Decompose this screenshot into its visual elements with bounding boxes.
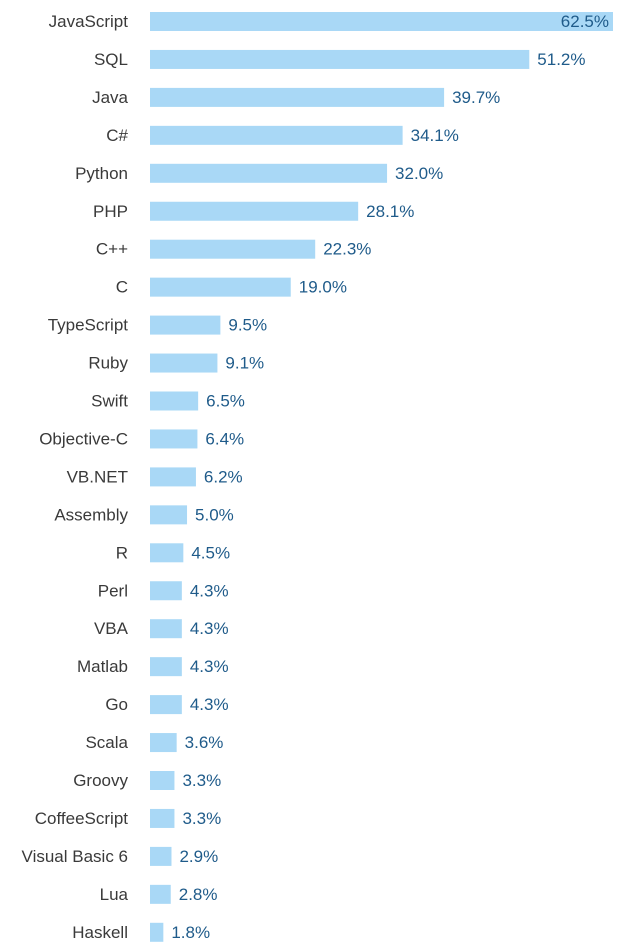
- category-label-haskell: Haskell: [72, 923, 128, 942]
- category-label-coffeescript: CoffeeScript: [35, 809, 129, 828]
- bar-r: [150, 543, 184, 563]
- bar-python: [150, 163, 388, 183]
- value-label-assembly: 5.0%: [195, 505, 234, 524]
- category-label-matlab: Matlab: [77, 657, 128, 676]
- bar-ruby: [150, 353, 218, 373]
- value-label-matlab: 4.3%: [190, 657, 229, 676]
- bar-vb-net: [150, 467, 196, 487]
- category-label-assembly: Assembly: [54, 505, 128, 524]
- value-label-r: 4.5%: [191, 543, 230, 562]
- bar-swift: [150, 391, 199, 411]
- bar-c: [150, 277, 291, 297]
- value-label-sql: 51.2%: [537, 50, 585, 69]
- value-label-coffeescript: 3.3%: [182, 809, 221, 828]
- value-label-php: 28.1%: [366, 202, 414, 221]
- value-label-swift: 6.5%: [206, 392, 245, 411]
- category-label-vb-net: VB.NET: [67, 467, 128, 486]
- value-label-java: 39.7%: [452, 88, 500, 107]
- value-label-scala: 3.6%: [185, 733, 224, 752]
- value-label-groovy: 3.3%: [182, 771, 221, 790]
- bar-php: [150, 201, 359, 221]
- bar-sql: [150, 49, 530, 69]
- category-label-r: R: [116, 543, 128, 562]
- bar-perl: [150, 581, 182, 601]
- category-label-visual-basic-6: Visual Basic 6: [22, 847, 128, 866]
- category-label-objective-c: Objective-C: [39, 429, 128, 448]
- bar-go: [150, 695, 182, 715]
- value-label-objective-c: 6.4%: [205, 429, 244, 448]
- value-label-vb-net: 6.2%: [204, 467, 243, 486]
- category-label-javascript: JavaScript: [49, 12, 129, 31]
- value-label-c: 34.1%: [411, 126, 459, 145]
- category-label-sql: SQL: [94, 50, 128, 69]
- bar-typescript: [150, 315, 221, 335]
- category-label-java: Java: [92, 88, 128, 107]
- value-label-c: 22.3%: [323, 240, 371, 259]
- bar-groovy: [150, 771, 175, 790]
- category-label-php: PHP: [93, 202, 128, 221]
- category-label-lua: Lua: [100, 885, 129, 904]
- value-label-perl: 4.3%: [190, 581, 229, 600]
- value-labels-group: 62.5% 51.2% 39.7% 34.1% 32.0% 28.1% 22.3% 19.0%…: [171, 12, 609, 942]
- category-label-c: C: [116, 278, 128, 297]
- bar-visual-basic-6: [150, 846, 172, 866]
- bar-c: [150, 125, 403, 145]
- category-label-python: Python: [75, 164, 128, 183]
- value-label-ruby: 9.1%: [225, 354, 264, 373]
- value-label-python: 32.0%: [395, 164, 443, 183]
- category-label-groovy: Groovy: [73, 771, 128, 790]
- bar-scala: [150, 733, 177, 753]
- category-label-scala: Scala: [85, 733, 128, 752]
- value-label-c: 19.0%: [299, 278, 347, 297]
- category-label-c: C++: [96, 240, 128, 259]
- category-label-swift: Swift: [91, 392, 128, 411]
- category-label-typescript: TypeScript: [48, 316, 129, 335]
- bar-assembly: [150, 505, 188, 525]
- value-label-lua: 2.8%: [179, 885, 218, 904]
- value-label-visual-basic-6: 2.9%: [179, 847, 218, 866]
- bar-objective-c: [150, 429, 198, 449]
- category-label-perl: Perl: [98, 581, 128, 600]
- value-label-typescript: 9.5%: [228, 316, 267, 335]
- bar-lua: [150, 884, 171, 904]
- category-label-go: Go: [105, 695, 128, 714]
- category-label-vba: VBA: [94, 619, 129, 638]
- bar-vba: [150, 619, 182, 639]
- bar-javascript: [150, 12, 613, 31]
- bar-c: [150, 239, 316, 259]
- value-label-vba: 4.3%: [190, 619, 229, 638]
- value-label-go: 4.3%: [190, 695, 229, 714]
- bar-haskell: [150, 922, 164, 942]
- bars-group: [150, 12, 613, 942]
- category-labels-group: JavaScript SQL Java C# Python PHP C++ C TypeScri…: [22, 12, 129, 942]
- bar-matlab: [150, 657, 182, 677]
- category-label-c: C#: [106, 126, 128, 145]
- bar-coffeescript: [150, 808, 175, 828]
- value-label-haskell: 1.8%: [171, 923, 210, 942]
- category-label-ruby: Ruby: [88, 354, 128, 373]
- value-label-javascript: 62.5%: [561, 12, 609, 31]
- bar-java: [150, 87, 445, 107]
